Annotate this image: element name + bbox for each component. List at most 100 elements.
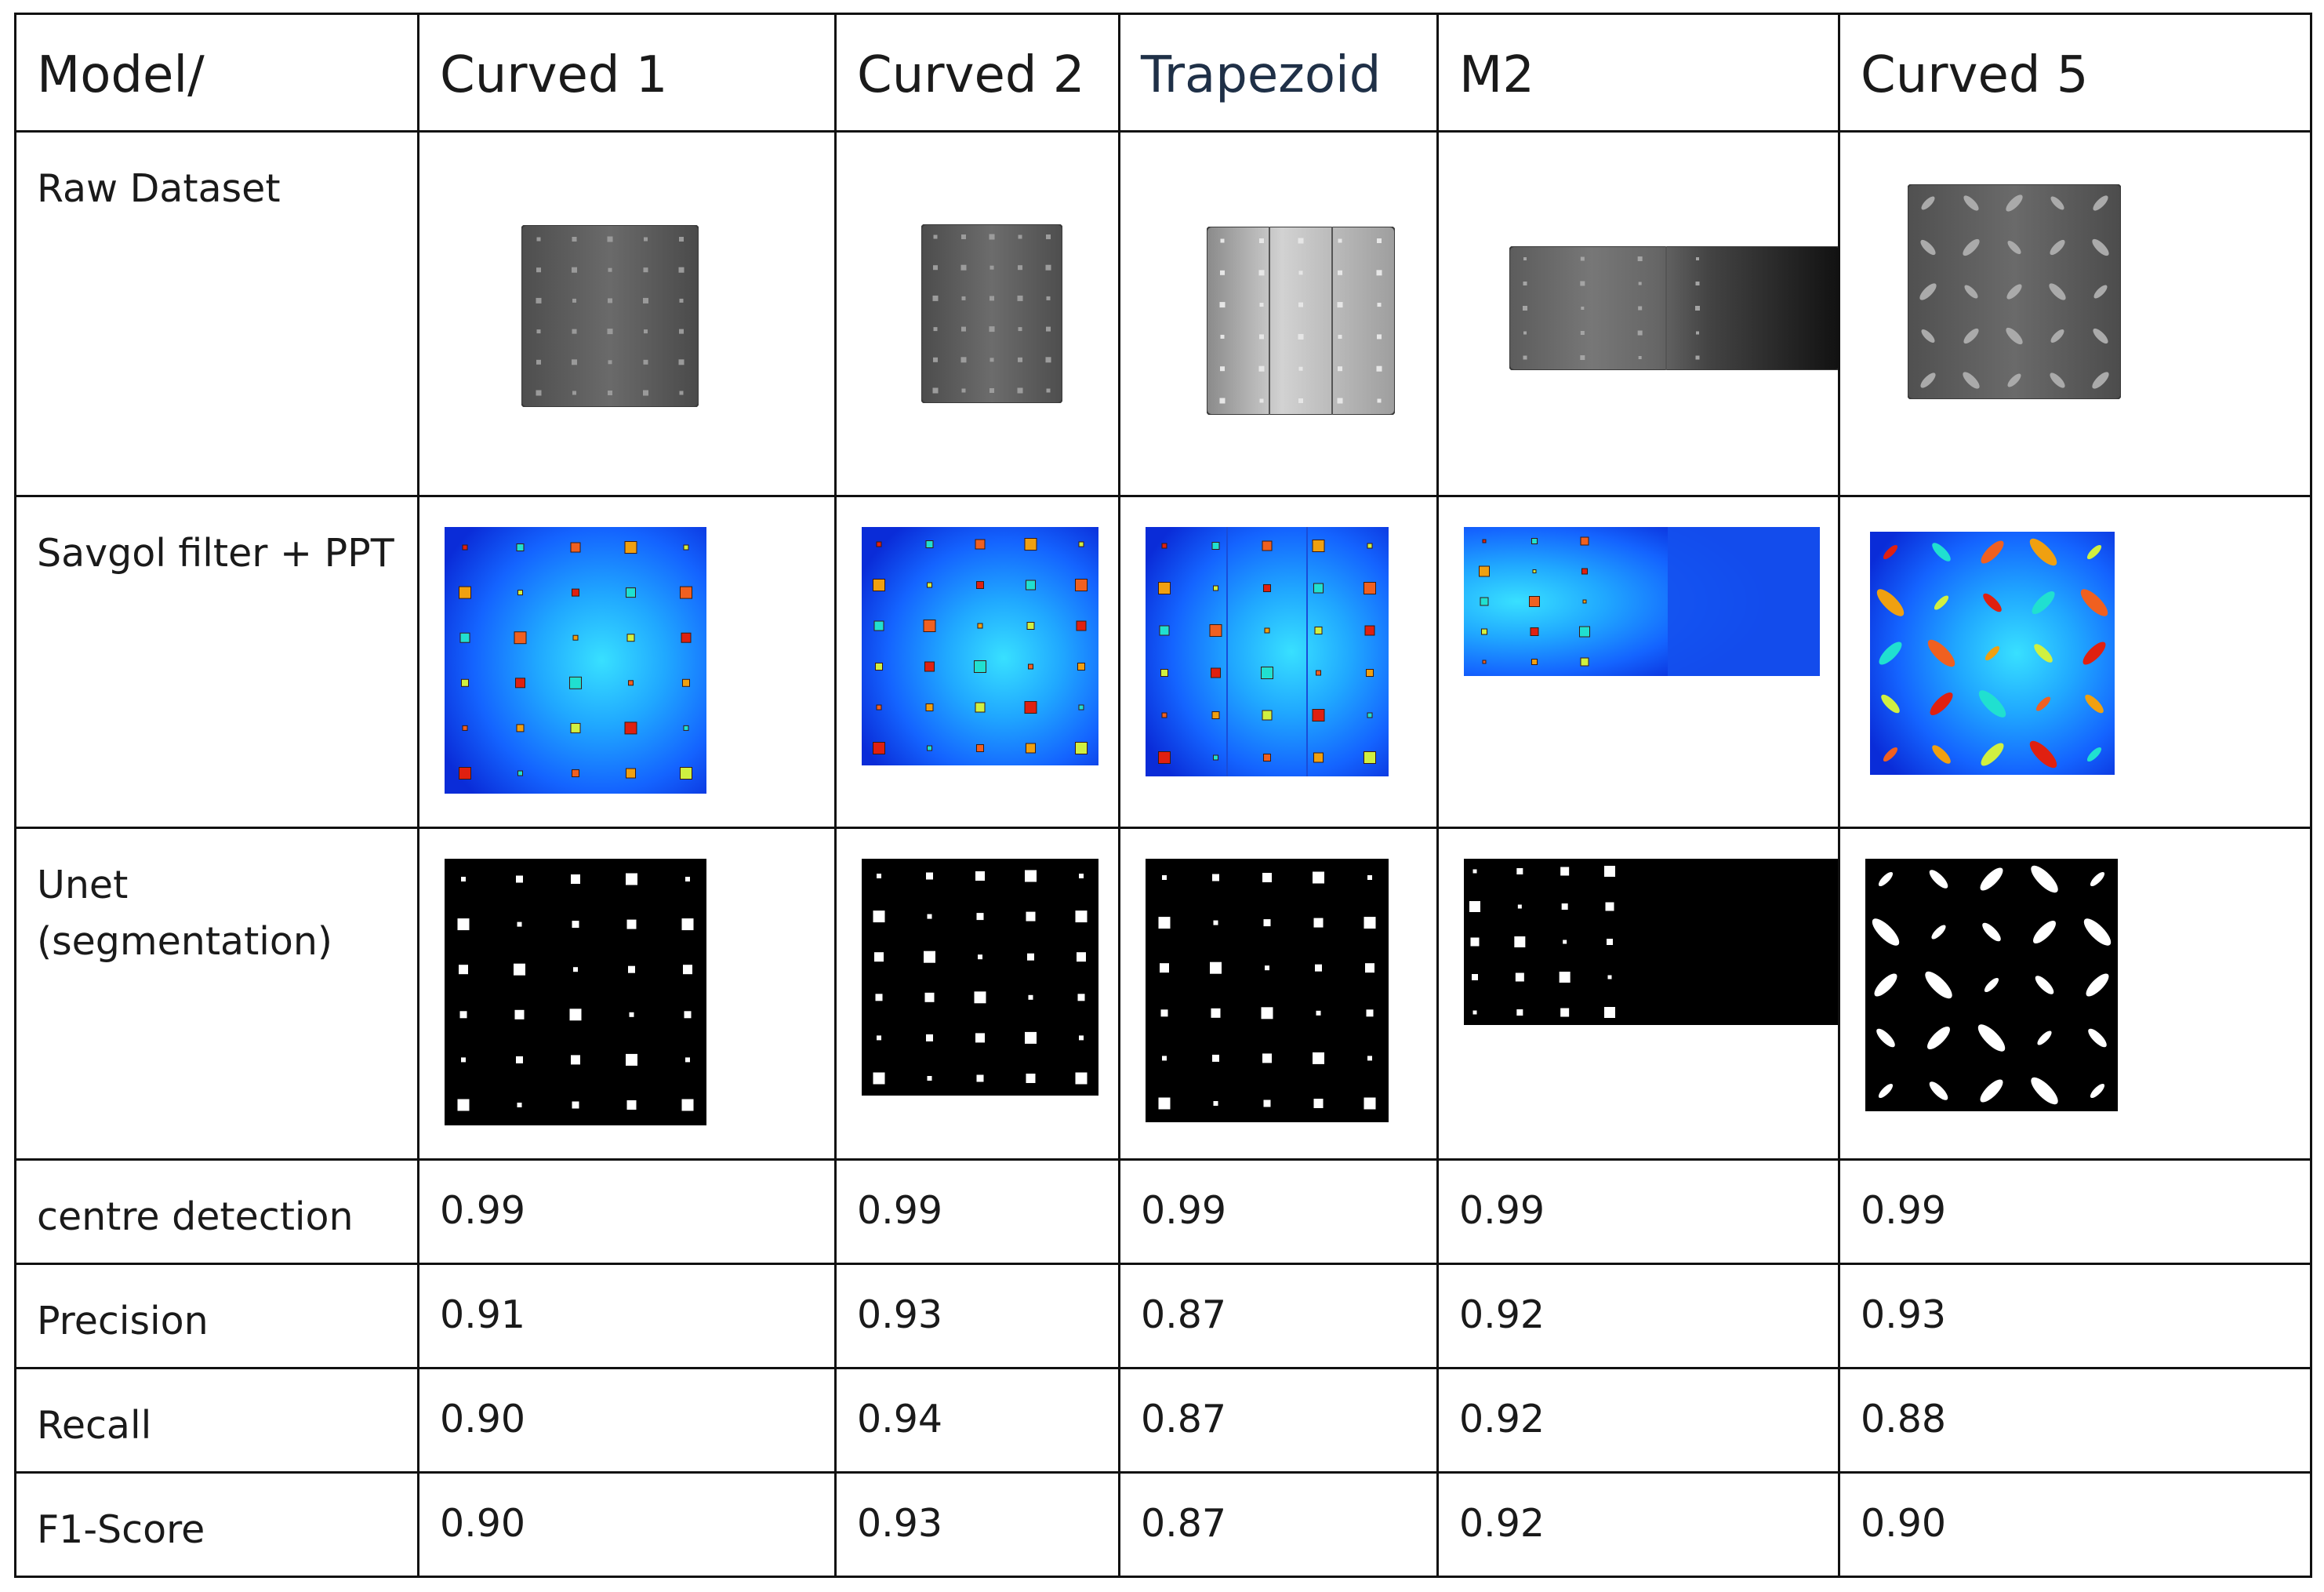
metric-cell: 0.93	[834, 1471, 1120, 1578]
metric-cell: 0.92	[1436, 1471, 1840, 1578]
row-label-cell: Raw Dataset	[14, 130, 419, 497]
raw-cell	[1436, 130, 1840, 497]
row-label-raw: Raw Dataset	[37, 166, 281, 211]
raw-thermal-image	[921, 224, 1062, 403]
metric-value: 0.90	[1861, 1501, 1947, 1546]
metric-value: 0.91	[440, 1292, 526, 1337]
raw-image-curved-2	[838, 134, 1117, 494]
results-table: Model/ Curved 1 Curved 2 Trapezoid M2 Cu…	[14, 13, 2312, 1578]
metric-value: 0.99	[1861, 1188, 1947, 1233]
raw-dataset-row: Raw Dataset	[14, 130, 2312, 497]
phase-map-image	[1464, 527, 1820, 676]
metric-cell: 0.92	[1436, 1263, 1840, 1369]
metric-value: 0.94	[857, 1397, 943, 1441]
raw-cell	[834, 130, 1120, 497]
unet-cell	[834, 827, 1120, 1161]
metric-cell: 0.92	[1436, 1367, 1840, 1474]
metric-label: Recall	[37, 1403, 152, 1448]
raw-cell	[1838, 130, 2312, 497]
raw-thermal-image	[1207, 227, 1395, 415]
raw-cell	[417, 130, 837, 497]
metric-row-recall: Recall 0.90 0.94 0.87 0.92 0.88	[14, 1367, 2312, 1474]
phase-map-image	[445, 527, 706, 794]
metric-value: 0.93	[857, 1292, 943, 1337]
segmentation-mask-image	[862, 859, 1098, 1096]
unet-image-m2	[1440, 831, 1837, 1158]
metric-label: Precision	[37, 1299, 209, 1343]
metric-value: 0.99	[1141, 1188, 1227, 1233]
column-header-trapezoid: Trapezoid	[1141, 46, 1382, 104]
metric-value: 0.87	[1141, 1292, 1227, 1337]
metric-cell: 0.93	[834, 1263, 1120, 1369]
metric-cell: 0.99	[834, 1158, 1120, 1265]
metric-cell: 0.93	[1838, 1263, 2312, 1369]
savgol-image-curved-2	[838, 499, 1117, 826]
savgol-image-m2	[1440, 499, 1837, 826]
unet-image-curved-1	[421, 831, 833, 1158]
metric-value: 0.93	[857, 1501, 943, 1546]
unet-cell	[1118, 827, 1439, 1161]
segmentation-mask-image	[1146, 859, 1389, 1122]
metric-label-cell: Precision	[14, 1263, 419, 1369]
raw-image-curved-1	[421, 134, 833, 494]
raw-thermal-image	[1908, 184, 2121, 399]
raw-image-m2	[1440, 134, 1837, 494]
raw-thermal-image	[521, 225, 699, 407]
metric-cell: 0.90	[1838, 1471, 2312, 1578]
header-row: Model/ Curved 1 Curved 2 Trapezoid M2 Cu…	[14, 13, 2312, 133]
row-label-cell: Savgol filter + PPT	[14, 495, 419, 829]
metric-value: 0.93	[1861, 1292, 1947, 1337]
raw-image-curved-5	[1842, 134, 2309, 494]
metric-cell: 0.91	[417, 1263, 837, 1369]
unet-row: Unet (segmentation)	[14, 827, 2312, 1161]
raw-image-trapezoid	[1122, 134, 1436, 494]
metric-row-f1-score: F1-Score 0.90 0.93 0.87 0.92 0.90	[14, 1471, 2312, 1578]
metric-cell: 0.87	[1118, 1263, 1439, 1369]
metric-label-cell: centre detection	[14, 1158, 419, 1265]
metric-label: centre detection	[37, 1194, 354, 1239]
metric-row-centre-detection: centre detection 0.99 0.99 0.99 0.99 0.9…	[14, 1158, 2312, 1265]
metric-cell: 0.99	[1118, 1158, 1439, 1265]
metric-row-precision: Precision 0.91 0.93 0.87 0.92 0.93	[14, 1263, 2312, 1369]
column-header-m2: M2	[1459, 46, 1534, 104]
unet-image-trapezoid	[1122, 831, 1436, 1158]
metric-value: 0.92	[1459, 1292, 1545, 1337]
metric-cell: 0.99	[417, 1158, 837, 1265]
metric-label-cell: Recall	[14, 1367, 419, 1474]
unet-cell	[1838, 827, 2312, 1161]
metric-value: 0.87	[1141, 1397, 1227, 1441]
metric-value: 0.90	[440, 1397, 526, 1441]
row-label-unet: Unet (segmentation)	[37, 863, 333, 964]
unet-image-curved-5	[1842, 831, 2309, 1158]
column-header: M2	[1436, 13, 1840, 133]
metric-cell: 0.87	[1118, 1471, 1439, 1578]
column-header-curved-2: Curved 2	[857, 46, 1085, 104]
column-header-curved-5: Curved 5	[1861, 46, 2089, 104]
unet-image-curved-2	[838, 831, 1117, 1158]
row-label-savgol: Savgol filter + PPT	[37, 531, 394, 576]
unet-cell	[417, 827, 837, 1161]
column-header: Curved 1	[417, 13, 837, 133]
metric-value: 0.92	[1459, 1501, 1545, 1546]
raw-cell	[1118, 130, 1439, 497]
metric-cell: 0.87	[1118, 1367, 1439, 1474]
metric-label-cell: F1-Score	[14, 1471, 419, 1578]
savgol-cell	[1118, 495, 1439, 829]
metric-cell: 0.99	[1838, 1158, 2312, 1265]
savgol-image-curved-1	[421, 499, 833, 826]
savgol-cell	[417, 495, 837, 829]
savgol-cell	[1838, 495, 2312, 829]
column-header: Curved 2	[834, 13, 1120, 133]
raw-thermal-image	[1509, 246, 1837, 370]
metric-value: 0.90	[440, 1501, 526, 1546]
metric-cell: 0.88	[1838, 1367, 2312, 1474]
segmentation-mask-image	[445, 859, 706, 1125]
column-header: Trapezoid	[1118, 13, 1439, 133]
corner-label: Model/	[37, 46, 205, 104]
metric-cell: 0.90	[417, 1367, 837, 1474]
metric-value: 0.99	[440, 1188, 526, 1233]
metric-value: 0.99	[1459, 1188, 1545, 1233]
savgol-image-trapezoid	[1122, 499, 1436, 826]
metric-value: 0.99	[857, 1188, 943, 1233]
column-header-curved-1: Curved 1	[440, 46, 668, 104]
